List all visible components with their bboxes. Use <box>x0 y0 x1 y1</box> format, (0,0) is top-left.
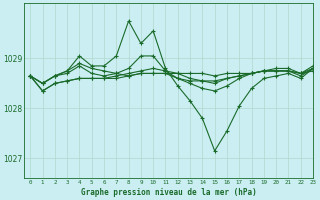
X-axis label: Graphe pression niveau de la mer (hPa): Graphe pression niveau de la mer (hPa) <box>81 188 256 197</box>
